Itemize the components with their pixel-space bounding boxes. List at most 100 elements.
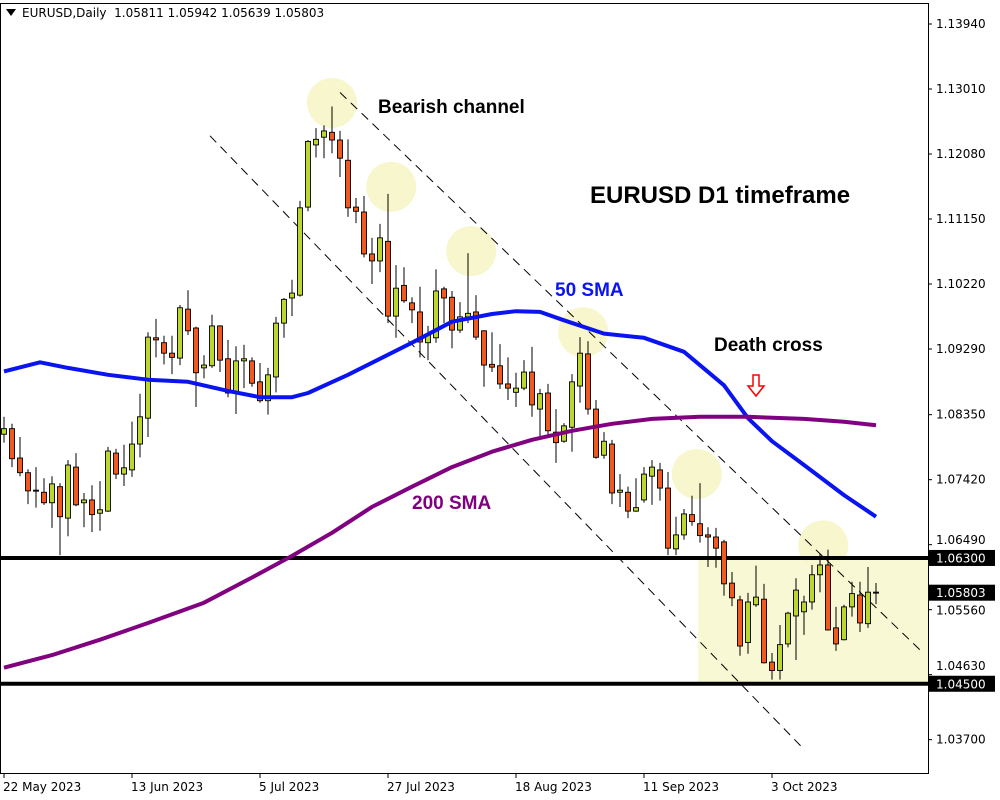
candle	[25, 469, 31, 505]
y-axis: 1.13940 1.13010 1.12080 1.11150 1.10220 1.092…	[928, 17, 995, 747]
candle-body	[289, 292, 295, 299]
candle-body	[1, 428, 7, 435]
price-tag-label: 1.06300	[936, 551, 986, 565]
y-tick-label: 1.10220	[936, 277, 986, 291]
candle	[105, 446, 111, 512]
candle-body	[57, 486, 63, 518]
candle-body	[65, 464, 71, 519]
candle	[505, 357, 511, 401]
candle-body	[129, 443, 135, 471]
candle	[873, 582, 879, 605]
chart-header: EURUSD,Daily 1.05811 1.05942 1.05639 1.0…	[6, 6, 324, 20]
candle-body	[241, 358, 247, 362]
candle-body	[73, 466, 79, 506]
price-tag-bg	[929, 549, 995, 566]
header-high: 1.05942	[167, 6, 218, 20]
x-axis: 22 May 2023 13 Jun 2023 5 Jul 2023 27 Jul 2…	[3, 773, 838, 794]
candle	[521, 360, 527, 391]
candle-body	[353, 206, 359, 212]
candle-body	[681, 513, 687, 536]
candle-body	[321, 130, 327, 138]
candle	[41, 478, 47, 505]
candle-body	[297, 207, 303, 296]
candle-body	[41, 491, 47, 504]
candle	[841, 604, 847, 641]
candle-body	[473, 311, 479, 338]
moving-averages	[3, 309, 878, 670]
candle	[89, 485, 95, 533]
candle	[777, 625, 783, 680]
touch-highlight	[798, 520, 849, 571]
candle	[673, 516, 679, 556]
candle	[785, 611, 791, 648]
candle-body	[577, 352, 583, 387]
candle	[721, 539, 727, 596]
candle-body	[257, 381, 263, 402]
candle	[33, 467, 39, 508]
touch-highlight	[671, 449, 722, 500]
touch-highlight	[446, 226, 497, 277]
candle-body	[441, 288, 447, 299]
candle-body	[825, 564, 831, 631]
y-tick-label: 1.13010	[936, 82, 986, 96]
candle-body	[409, 302, 415, 311]
candle-body	[625, 491, 631, 512]
candle-body	[345, 159, 351, 209]
candle-body	[185, 308, 191, 332]
candle	[793, 578, 799, 660]
candle-body	[697, 523, 703, 537]
touch-highlight	[366, 161, 417, 212]
candle	[513, 372, 519, 407]
candle-body	[641, 473, 647, 501]
candle	[705, 527, 711, 568]
candle	[289, 279, 295, 317]
dropdown-triangle-icon[interactable]	[6, 9, 16, 16]
candle-body	[385, 240, 391, 317]
candle-body	[513, 387, 519, 393]
candle	[209, 314, 215, 368]
candle-body	[737, 599, 743, 647]
candle	[649, 460, 655, 505]
candle-body	[81, 499, 87, 504]
x-tick-label: 3 Oct 2023	[771, 780, 838, 794]
channel-lines	[209, 92, 925, 751]
candle	[281, 297, 287, 338]
price-tag-label: 1.04500	[936, 677, 986, 691]
candle	[569, 374, 575, 452]
candle	[449, 290, 455, 349]
bearish-channel-label: Bearish channel	[378, 97, 525, 118]
candle-body	[849, 593, 855, 608]
candle	[801, 595, 807, 635]
candle	[297, 200, 303, 297]
candle-body	[169, 352, 175, 358]
candle	[593, 400, 599, 459]
candle-body	[593, 408, 599, 458]
candle-body	[449, 296, 455, 331]
death-cross-arrow	[746, 374, 766, 398]
candle	[361, 195, 367, 258]
candle-body	[545, 392, 551, 432]
candle	[849, 581, 855, 617]
candle	[121, 444, 127, 486]
symbol-timeframe: EURUSD,Daily	[22, 6, 107, 20]
candle	[665, 471, 671, 556]
candle	[425, 325, 431, 361]
price-tag-label: 1.05803	[936, 586, 986, 600]
candle-body	[809, 574, 815, 603]
candle-body	[657, 469, 663, 489]
candle-body	[89, 499, 95, 516]
candle	[249, 357, 255, 387]
header-low: 1.05639	[221, 6, 271, 20]
candle	[241, 344, 247, 389]
y-tick-label: 1.07420	[936, 473, 986, 487]
candle	[577, 337, 583, 403]
candle	[817, 553, 823, 593]
candle	[489, 332, 495, 373]
candle	[217, 325, 223, 373]
candle-body	[417, 311, 423, 343]
candle	[745, 592, 751, 654]
candle-body	[713, 536, 719, 549]
candle	[529, 346, 535, 417]
candle	[601, 432, 607, 459]
